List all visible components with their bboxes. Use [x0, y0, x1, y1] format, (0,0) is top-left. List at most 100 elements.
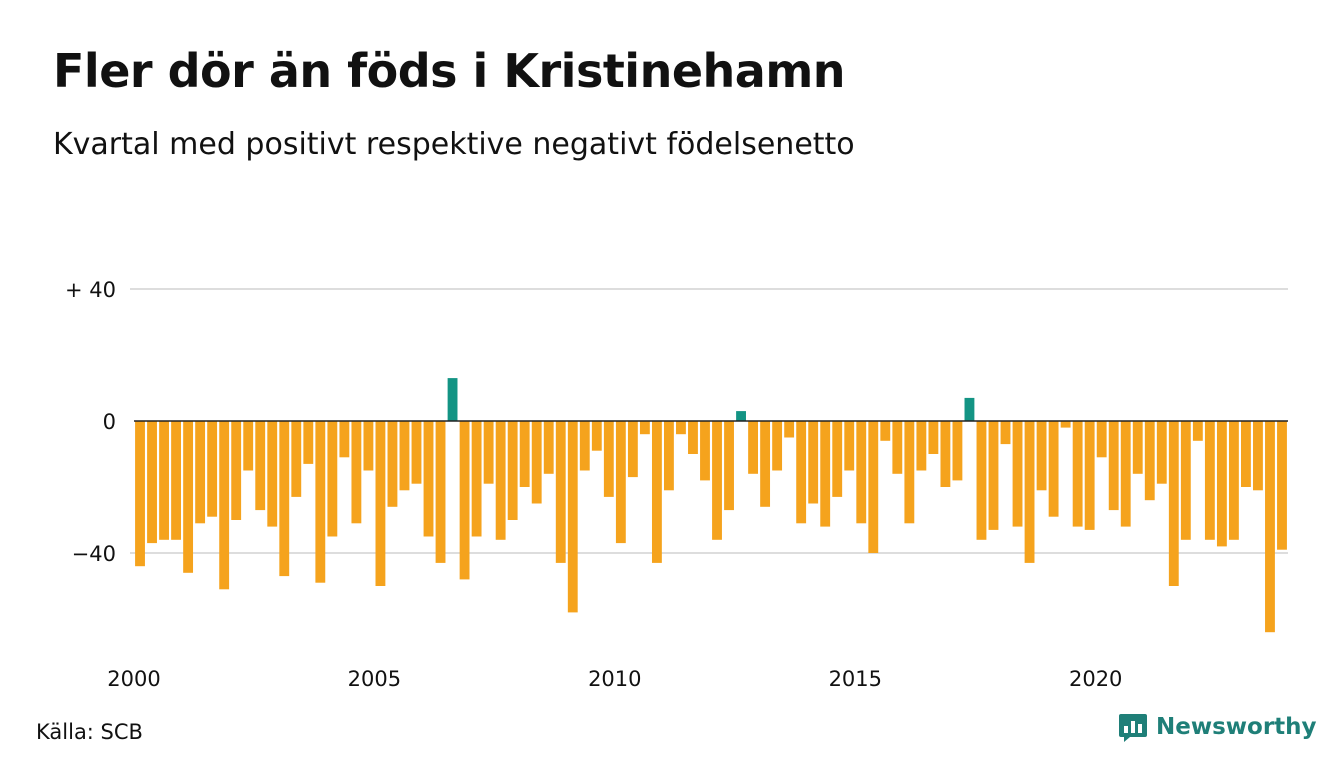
bar [1144, 421, 1155, 501]
bar [195, 421, 206, 524]
bar [351, 421, 362, 524]
bar [772, 421, 783, 471]
bar [1132, 421, 1143, 474]
bar [1204, 421, 1215, 540]
bar [1253, 421, 1263, 491]
bar [639, 421, 650, 435]
bar [627, 421, 638, 478]
bar [964, 397, 975, 421]
bar [748, 421, 758, 474]
chart-title: Fler dör än föds i Kristinehamn [53, 44, 846, 98]
bar [231, 421, 242, 520]
bar [531, 421, 542, 504]
chart-subtitle: Kvartal med positivt respektive negativt… [53, 127, 855, 162]
bar [1036, 421, 1047, 491]
bar [159, 421, 169, 540]
bar [423, 421, 434, 537]
bar [892, 421, 903, 474]
bar [688, 421, 698, 454]
bar [507, 421, 518, 520]
bar [603, 421, 614, 497]
bar [459, 421, 470, 580]
bar [363, 421, 374, 471]
bar [267, 421, 278, 527]
bar [1216, 421, 1227, 547]
bar [183, 421, 194, 573]
bar [820, 421, 831, 527]
bar [1241, 421, 1251, 487]
bar [832, 421, 843, 497]
y-tick-label: + 40 [65, 278, 116, 302]
bar [1012, 421, 1023, 527]
bar [147, 421, 157, 544]
bar [1168, 421, 1179, 586]
bar [255, 421, 266, 511]
x-tick-label: 2015 [829, 667, 882, 691]
bar [856, 421, 867, 524]
bar [1192, 421, 1203, 441]
brand-chart-icon [1119, 714, 1147, 742]
bar [1108, 421, 1119, 511]
bar [796, 421, 807, 524]
bar [988, 421, 999, 530]
source-note: Källa: SCB [36, 720, 143, 744]
bar [555, 421, 566, 563]
bar [952, 421, 963, 481]
bar [315, 421, 326, 583]
bar [664, 421, 674, 491]
bar [1084, 421, 1095, 530]
bar [135, 421, 145, 567]
bar [1096, 421, 1107, 458]
bar [495, 421, 506, 540]
bar [1060, 421, 1071, 428]
bar [219, 421, 230, 590]
x-tick-label: 2010 [588, 667, 641, 691]
bar [387, 421, 398, 507]
bar [411, 421, 422, 484]
bar [1277, 421, 1287, 550]
bar [1000, 421, 1011, 445]
bar [543, 421, 554, 474]
bar-chart: + 40 0 −40 2000 2005 2010 2015 2020 [65, 278, 1288, 691]
bar [844, 421, 855, 471]
bar [447, 378, 458, 421]
bar [880, 421, 891, 441]
bar [651, 421, 662, 563]
bar [976, 421, 987, 540]
y-tick-label: −40 [72, 542, 116, 566]
bar [1228, 421, 1239, 540]
bar [171, 421, 181, 540]
bar [868, 421, 879, 553]
bar [928, 421, 939, 454]
x-axis: 2000 2005 2010 2015 2020 [107, 667, 1122, 691]
bar [1048, 421, 1059, 517]
bar [1072, 421, 1083, 527]
x-tick-label: 2005 [348, 667, 401, 691]
bar [471, 421, 482, 537]
brand-name: Newsworthy [1156, 714, 1317, 740]
bar [1156, 421, 1167, 484]
bar [615, 421, 626, 544]
bar [784, 421, 795, 438]
bar [243, 421, 254, 471]
x-tick-label: 2000 [107, 667, 160, 691]
bar [567, 421, 578, 613]
bar [579, 421, 590, 471]
bars [135, 378, 1287, 633]
bar [940, 421, 951, 487]
bar [700, 421, 710, 481]
y-tick-label: 0 [103, 410, 116, 434]
bar [291, 421, 302, 497]
bar [916, 421, 927, 471]
x-tick-label: 2020 [1069, 667, 1122, 691]
bar [303, 421, 314, 464]
bar [724, 421, 734, 511]
bar [435, 421, 446, 563]
bar [1120, 421, 1131, 527]
bar [591, 421, 602, 451]
bar [1180, 421, 1191, 540]
bar [736, 411, 746, 421]
bar [808, 421, 819, 504]
bar [760, 421, 771, 507]
bar [676, 421, 686, 435]
